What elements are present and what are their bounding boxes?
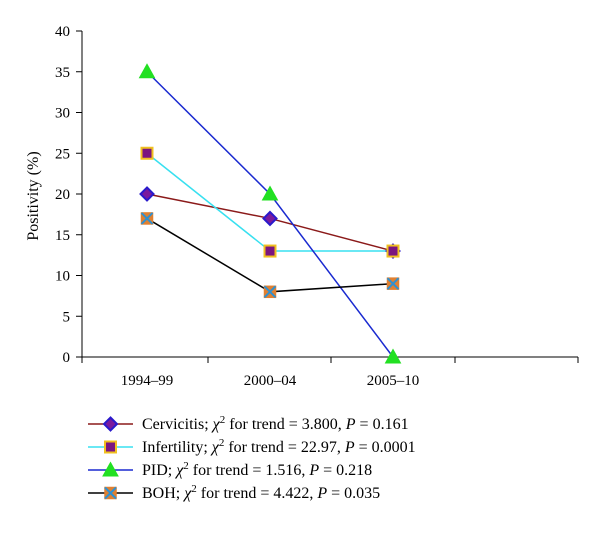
- legend-marker: [102, 416, 119, 432]
- data-point-boh: [386, 277, 400, 290]
- y-tick-label: 5: [63, 309, 71, 325]
- legend: Cervicitis; χ2 for trend = 3.800, P = 0.…: [88, 414, 416, 502]
- legend-item-pid: PID; χ2 for trend = 1.516, P = 0.218: [88, 460, 372, 479]
- data-point-infertility: [386, 244, 400, 258]
- data-point-cervicitis: [139, 186, 155, 202]
- x-tick-label: 2000–04: [244, 373, 297, 389]
- series-line-infertility: [146, 152, 393, 252]
- y-tick-label: 30: [55, 106, 70, 122]
- y-axis-label: Positivity (%): [25, 151, 42, 240]
- legend-item-cervicitis: Cervicitis; χ2 for trend = 3.800, P = 0.…: [88, 414, 409, 433]
- y-tick-label: 35: [55, 65, 70, 81]
- y-tick-label: 0: [63, 350, 71, 366]
- data-point-cervicitis: [262, 210, 278, 227]
- legend-label: BOH; χ2 for trend = 4.422, P = 0.035: [142, 483, 380, 502]
- legend-item-boh: BOH; χ2 for trend = 4.422, P = 0.035: [88, 483, 380, 502]
- data-point-infertility: [140, 146, 154, 160]
- legend-label: PID; χ2 for trend = 1.516, P = 0.218: [142, 460, 372, 479]
- axes: 0 5 10 15 20 25 30 35 40 1994–99 2000–04 2005–10: [55, 24, 579, 389]
- y-tick-label: 15: [55, 228, 70, 244]
- y-tick-label: 10: [55, 269, 70, 285]
- y-tick-label: 40: [55, 24, 70, 40]
- x-tick-label: 1994–99: [121, 373, 174, 389]
- y-tick-label: 25: [55, 146, 70, 162]
- data-point-boh: [140, 212, 154, 225]
- legend-marker: [102, 461, 119, 477]
- data-point-boh: [263, 285, 277, 299]
- legend-item-infertility: Infertility; χ2 for trend = 22.97, P = 0…: [88, 437, 416, 456]
- data-point-pid: [384, 348, 402, 364]
- y-tick-label: 20: [55, 187, 70, 203]
- data-point-infertility: [263, 244, 277, 258]
- series-markers: [138, 63, 402, 364]
- x-tick-label: 2005–10: [367, 373, 420, 389]
- legend-label: Infertility; χ2 for trend = 22.97, P = 0…: [142, 437, 416, 456]
- legend-marker: [104, 486, 117, 500]
- legend-label: Cervicitis; χ2 for trend = 3.800, P = 0.…: [142, 414, 409, 433]
- legend-marker: [104, 440, 117, 454]
- data-point-pid: [261, 185, 279, 201]
- data-point-pid: [138, 63, 156, 79]
